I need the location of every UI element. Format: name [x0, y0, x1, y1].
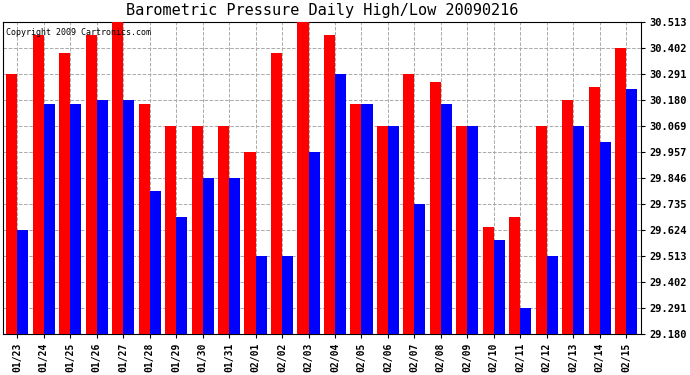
Bar	[615, 48, 626, 334]
Bar	[150, 191, 161, 334]
Text: Copyright 2009 Cartronics.com: Copyright 2009 Cartronics.com	[6, 28, 151, 37]
Bar	[271, 53, 282, 334]
Bar	[17, 230, 28, 334]
Bar	[97, 100, 108, 334]
Bar	[6, 74, 17, 334]
Bar	[32, 35, 43, 334]
Bar	[520, 308, 531, 334]
Bar	[86, 35, 97, 334]
Bar	[467, 126, 478, 334]
Bar	[244, 152, 255, 334]
Bar	[509, 217, 520, 334]
Title: Barometric Pressure Daily High/Low 20090216: Barometric Pressure Daily High/Low 20090…	[126, 3, 518, 18]
Bar	[176, 217, 187, 334]
Bar	[535, 126, 546, 334]
Bar	[388, 126, 399, 334]
Bar	[59, 53, 70, 334]
Bar	[229, 178, 240, 334]
Bar	[626, 89, 638, 334]
Bar	[377, 126, 388, 334]
Bar	[415, 204, 426, 334]
Bar	[562, 100, 573, 334]
Bar	[483, 227, 494, 334]
Bar	[430, 82, 441, 334]
Bar	[324, 35, 335, 334]
Bar	[308, 152, 319, 334]
Bar	[494, 240, 505, 334]
Bar	[297, 22, 308, 334]
Bar	[139, 104, 150, 334]
Bar	[441, 104, 452, 334]
Bar	[124, 100, 135, 334]
Bar	[456, 126, 467, 334]
Bar	[43, 104, 55, 334]
Bar	[70, 104, 81, 334]
Bar	[165, 126, 176, 334]
Bar	[403, 74, 415, 334]
Bar	[573, 126, 584, 334]
Bar	[335, 74, 346, 334]
Bar	[203, 178, 214, 334]
Bar	[282, 256, 293, 334]
Bar	[600, 142, 611, 334]
Bar	[112, 22, 124, 334]
Bar	[255, 256, 266, 334]
Bar	[589, 87, 600, 334]
Bar	[362, 104, 373, 334]
Bar	[351, 104, 362, 334]
Bar	[192, 126, 203, 334]
Bar	[546, 256, 558, 334]
Bar	[218, 126, 229, 334]
